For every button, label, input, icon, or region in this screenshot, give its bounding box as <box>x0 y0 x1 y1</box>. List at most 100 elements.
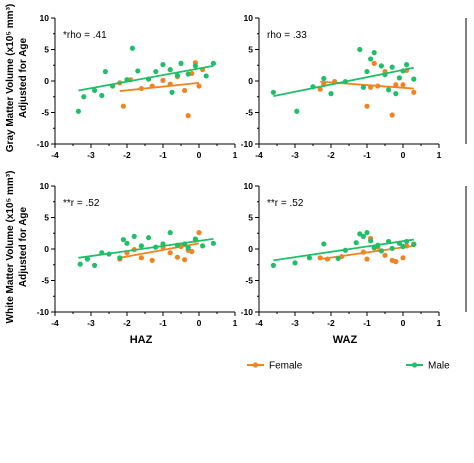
female-fit-line <box>320 244 414 260</box>
male-point <box>389 64 395 70</box>
female-fit-line <box>320 80 414 90</box>
male-point <box>167 67 173 73</box>
y-tick-label: 0 <box>44 76 49 86</box>
x-tick-label: -2 <box>327 150 335 160</box>
male-point <box>129 45 135 51</box>
male-point <box>364 68 370 75</box>
x-tick-label: 1 <box>437 318 442 328</box>
male-point <box>84 256 90 262</box>
y-tick-label: -10 <box>37 307 50 317</box>
male-point <box>178 60 184 66</box>
male-point <box>99 92 105 99</box>
y-tick-label: 10 <box>40 13 50 23</box>
y-tick-label: -10 <box>241 307 254 317</box>
y-tick-label: -5 <box>41 276 49 286</box>
x-tick-label: 0 <box>401 150 406 160</box>
male-point <box>102 68 108 75</box>
male-point <box>192 63 198 69</box>
male-point <box>400 243 406 250</box>
male-point <box>357 46 363 53</box>
y-tick-label: 5 <box>44 45 49 55</box>
female-point <box>185 113 191 119</box>
female-point <box>120 103 126 109</box>
male-point <box>292 260 298 266</box>
y-tick-label: -5 <box>41 108 49 118</box>
male-point <box>210 60 216 66</box>
male-point <box>185 71 191 77</box>
male-point <box>117 255 123 261</box>
male-point <box>138 243 144 249</box>
x-tick-label: -4 <box>51 150 59 160</box>
male-point <box>200 243 206 249</box>
male-point <box>371 50 377 56</box>
panel-annotation: rho = .33 <box>267 30 307 41</box>
male-point <box>75 108 81 114</box>
female-point <box>174 254 180 260</box>
legend-male-label: Male <box>428 361 450 372</box>
male-point <box>411 241 417 248</box>
female-point <box>371 60 377 66</box>
xlabel-haz: HAZ <box>130 334 153 346</box>
x-tick-label: 0 <box>197 150 202 160</box>
male-fit-line <box>273 238 414 262</box>
panel-annotation: **r = .52 <box>63 198 100 209</box>
y-tick-label: 0 <box>248 244 253 254</box>
y-tick-label: 0 <box>248 76 253 86</box>
panel-annotation: *rho = .41 <box>63 30 107 41</box>
female-point <box>393 259 399 265</box>
y-tick-label: 0 <box>44 244 49 254</box>
x-tick-label: 0 <box>197 318 202 328</box>
male-fit-line <box>78 238 214 259</box>
x-tick-label: -2 <box>123 150 131 160</box>
ylabel-white-line1: White Matter Volume (x10⁵ mm³) <box>5 171 16 324</box>
male-point <box>135 68 141 74</box>
male-point <box>77 261 83 267</box>
female-point <box>411 89 417 95</box>
xlabel-waz: WAZ <box>333 334 358 346</box>
x-tick-label: 1 <box>233 150 238 160</box>
male-point <box>360 84 366 90</box>
male-point <box>328 91 334 97</box>
male-point <box>192 236 198 242</box>
male-point <box>160 62 166 68</box>
male-point <box>131 233 137 239</box>
female-fit-line <box>119 81 200 92</box>
male-point <box>306 255 312 261</box>
female-point <box>196 83 202 89</box>
x-tick-label: -4 <box>255 318 263 328</box>
ylabel-gray-line2: Adjusted for Age <box>18 37 29 118</box>
male-point <box>124 240 130 246</box>
female-point <box>393 82 399 88</box>
y-tick-label: -10 <box>37 139 50 149</box>
x-tick-label: -2 <box>123 318 131 328</box>
male-point <box>210 240 216 246</box>
male-point <box>270 89 276 95</box>
male-point <box>174 72 180 78</box>
female-point <box>182 87 188 94</box>
male-point <box>389 245 395 251</box>
x-tick-label: -1 <box>363 150 371 160</box>
x-tick-label: 1 <box>233 318 238 328</box>
x-tick-label: -3 <box>291 318 299 328</box>
male-point <box>368 56 374 62</box>
male-point <box>360 233 366 239</box>
female-point <box>400 82 406 88</box>
female-point <box>364 103 370 109</box>
female-point <box>149 257 155 263</box>
male-point <box>335 255 341 262</box>
legend-male-marker <box>411 362 418 368</box>
x-tick-label: -3 <box>87 318 95 328</box>
male-point <box>153 68 159 75</box>
male-point <box>393 91 399 97</box>
male-point <box>368 238 374 244</box>
female-point <box>389 112 395 118</box>
male-point <box>146 235 152 241</box>
male-fit-line <box>78 64 214 92</box>
x-tick-label: -2 <box>327 318 335 328</box>
male-point <box>353 240 359 246</box>
x-tick-label: -1 <box>159 150 167 160</box>
